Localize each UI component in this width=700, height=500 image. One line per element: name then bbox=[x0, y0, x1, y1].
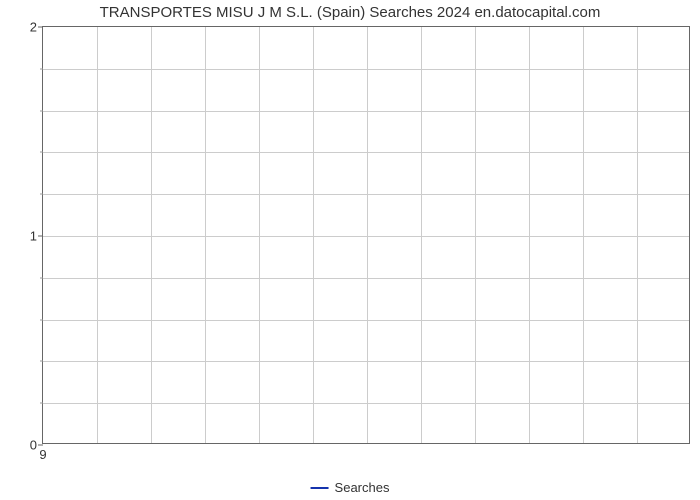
ytick-mark bbox=[38, 445, 43, 446]
gridline-horizontal bbox=[43, 152, 689, 153]
plot-area: 0129 bbox=[42, 26, 690, 444]
ytick-minor bbox=[40, 152, 43, 153]
ytick-label: 2 bbox=[30, 20, 37, 35]
gridline-vertical bbox=[637, 27, 638, 443]
gridline-horizontal bbox=[43, 403, 689, 404]
ytick-minor bbox=[40, 403, 43, 404]
legend-label: Searches bbox=[335, 480, 390, 495]
legend: Searches bbox=[311, 480, 390, 495]
gridline-horizontal bbox=[43, 69, 689, 70]
ytick-label: 1 bbox=[30, 229, 37, 244]
gridline-vertical bbox=[367, 27, 368, 443]
gridline-horizontal bbox=[43, 361, 689, 362]
ytick-minor bbox=[40, 110, 43, 111]
ytick-minor bbox=[40, 194, 43, 195]
legend-swatch bbox=[311, 487, 329, 489]
ytick-mark bbox=[38, 27, 43, 28]
chart-title: TRANSPORTES MISU J M S.L. (Spain) Search… bbox=[0, 4, 700, 21]
gridline-vertical bbox=[583, 27, 584, 443]
gridline-vertical bbox=[313, 27, 314, 443]
ytick-minor bbox=[40, 361, 43, 362]
gridline-horizontal bbox=[43, 194, 689, 195]
ytick-minor bbox=[40, 68, 43, 69]
gridline-vertical bbox=[475, 27, 476, 443]
gridline-horizontal bbox=[43, 278, 689, 279]
gridline-vertical bbox=[529, 27, 530, 443]
xtick-label: 9 bbox=[39, 447, 46, 462]
gridline-vertical bbox=[97, 27, 98, 443]
ytick-label: 0 bbox=[30, 438, 37, 453]
gridline-horizontal bbox=[43, 236, 689, 237]
gridline-vertical bbox=[421, 27, 422, 443]
gridline-vertical bbox=[205, 27, 206, 443]
gridline-vertical bbox=[259, 27, 260, 443]
ytick-mark bbox=[38, 236, 43, 237]
ytick-minor bbox=[40, 277, 43, 278]
gridline-horizontal bbox=[43, 111, 689, 112]
ytick-minor bbox=[40, 319, 43, 320]
gridline-vertical bbox=[151, 27, 152, 443]
gridline-horizontal bbox=[43, 320, 689, 321]
